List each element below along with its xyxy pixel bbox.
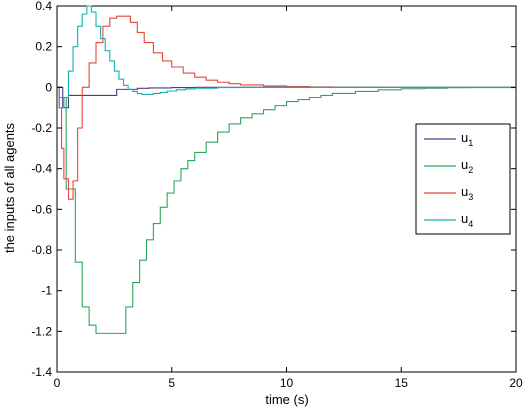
series-line-u1 — [57, 86, 516, 109]
series-layer — [57, 5, 517, 334]
y-tick-label: -1.2 — [31, 324, 52, 338]
legend: u1 u2 u3 u4 — [415, 123, 511, 235]
x-tick-label: 10 — [280, 376, 294, 390]
legend-label-u1: u1 — [461, 130, 473, 148]
y-tick-label: -1 — [41, 284, 52, 298]
x-tick-label: 0 — [54, 376, 61, 390]
x-tick-label: 20 — [509, 376, 523, 390]
ticks-layer: 0 5 10 15 20 -1.4 -1.2 -1 -0.8 -0.6 -0.4 -0.2 0 0.2 0.… — [31, 0, 523, 390]
y-tick-label: 0.2 — [35, 40, 52, 54]
x-tick-label: 5 — [168, 376, 175, 390]
y-axis-label: the inputs of all agents — [2, 122, 17, 253]
y-tick-label: 0 — [45, 80, 52, 94]
legend-label-u2: u2 — [461, 157, 473, 175]
series-line-u2 — [57, 86, 517, 334]
legend-box — [415, 123, 511, 235]
series-line-u3 — [57, 15, 516, 200]
x-tick-label: 15 — [395, 376, 409, 390]
y-tick-label: -0.4 — [31, 162, 52, 176]
y-tick-label: -0.8 — [31, 243, 52, 257]
y-tick-label: 0.4 — [35, 0, 52, 13]
y-tick-label: -0.6 — [31, 202, 52, 216]
y-tick-label: -1.4 — [31, 365, 52, 379]
legend-label-u4: u4 — [461, 211, 473, 229]
y-tick-label: -0.2 — [31, 121, 52, 135]
legend-label-u3: u3 — [461, 184, 473, 202]
x-axis-label: time (s) — [265, 392, 308, 407]
series-line-u4 — [57, 5, 516, 109]
